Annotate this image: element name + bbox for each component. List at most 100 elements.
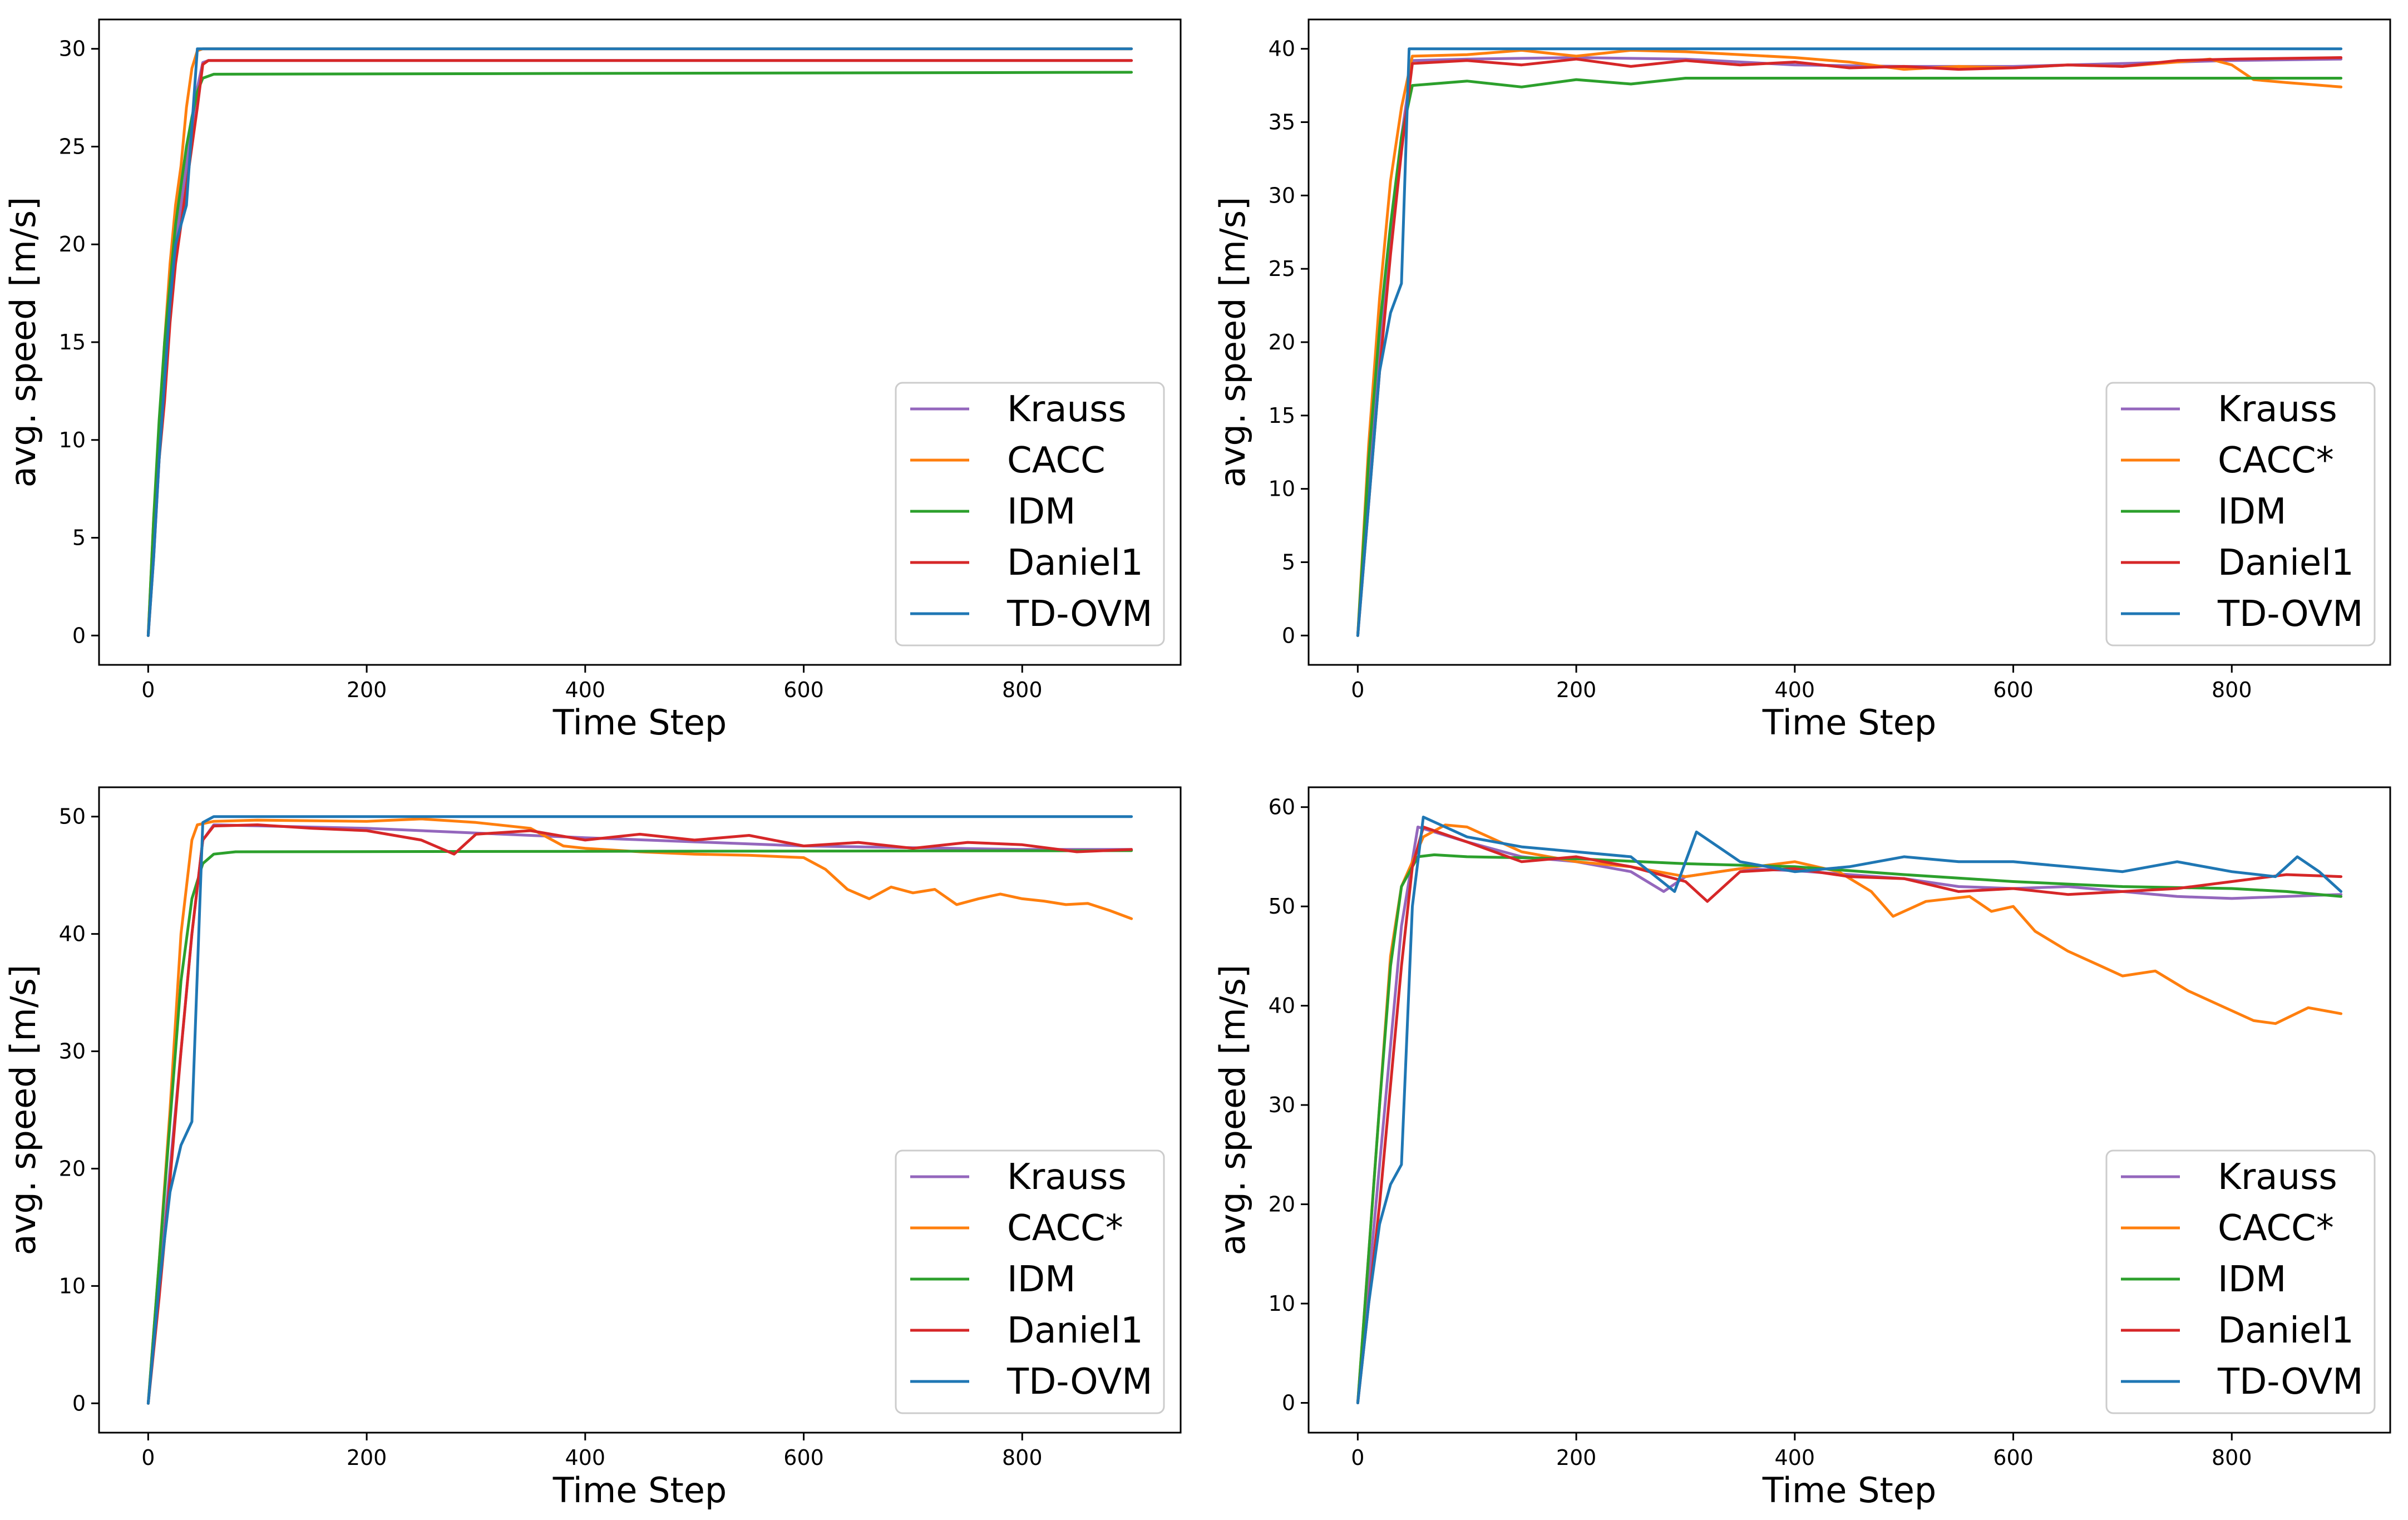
x-tick-label: 200: [347, 1445, 387, 1470]
legend-label: IDM: [1007, 1259, 1075, 1300]
x-axis-label: Time Step: [1762, 702, 1937, 743]
legend-label: Daniel1: [2218, 1310, 2354, 1351]
x-tick-label: 200: [1556, 1445, 1597, 1470]
series-line-idm: [146, 71, 1133, 637]
x-tick-label: 800: [2212, 678, 2252, 702]
legend-label: Krauss: [2218, 1157, 2337, 1198]
y-tick-label: 20: [59, 232, 86, 256]
x-tick-label: 800: [1002, 1445, 1043, 1470]
x-tick-label: 200: [347, 678, 387, 702]
axes-frame: [98, 786, 1182, 1434]
legend-label: TD-OVM: [1006, 1361, 1153, 1403]
y-tick-label: 30: [59, 1039, 86, 1064]
y-tick-label: 0: [72, 623, 86, 648]
legend-box: [895, 382, 1165, 647]
legend: Krauss CACC* IDM Daniel1 TD-OVM: [2105, 382, 2376, 647]
x-tick-label: 0: [141, 1445, 155, 1470]
series-line-td-ovm: [146, 815, 1133, 1405]
series-lines: [1356, 47, 2343, 637]
legend-box: [2105, 382, 2376, 647]
legend-label: IDM: [2218, 491, 2286, 532]
series-lines: [146, 815, 1133, 1405]
y-tick-label: 40: [59, 922, 86, 946]
legend-label: Krauss: [2218, 389, 2337, 430]
x-axis-label: Time Step: [552, 1470, 727, 1511]
y-axis-label: avg. speed [m/s]: [1212, 197, 1253, 487]
y-tick-label: 50: [1269, 894, 1295, 919]
legend-label: TD-OVM: [1006, 594, 1153, 635]
y-tick-label: 15: [59, 330, 86, 354]
y-tick-label: 30: [1269, 183, 1295, 208]
x-tick-label: 0: [1351, 1445, 1364, 1470]
subplot-top-right: 0 200 400 600 800 0 5 10 15 20 25 30 35 40 Time Step av…: [1212, 18, 2391, 743]
legend-label: IDM: [2218, 1259, 2286, 1300]
series-line-td-ovm: [1356, 47, 2343, 637]
y-tick-label: 10: [59, 428, 86, 452]
y-tick-label: 10: [1269, 1291, 1295, 1316]
y-tick-label: 0: [1282, 1390, 1295, 1415]
x-axis-label: Time Step: [552, 702, 727, 743]
axes-frame: [1307, 786, 2391, 1434]
x-tick-label: 600: [783, 1445, 824, 1470]
x-tick-label: 0: [141, 678, 155, 702]
y-tick-label: 40: [1269, 37, 1295, 61]
legend: Krauss CACC* IDM Daniel1 TD-OVM: [895, 1149, 1165, 1414]
y-tick-label: 30: [59, 37, 86, 61]
x-tick-label: 400: [1775, 1445, 1815, 1470]
legend: Krauss CACC IDM Daniel1 TD-OVM: [895, 382, 1165, 647]
legend: Krauss CACC* IDM Daniel1 TD-OVM: [2105, 1149, 2376, 1414]
y-tick-label: 50: [59, 805, 86, 829]
y-tick-label: 10: [1269, 477, 1295, 501]
x-tick-label: 400: [565, 1445, 606, 1470]
legend-label: CACC*: [2218, 1208, 2334, 1249]
y-tick-label: 15: [1269, 403, 1295, 428]
y-tick-label: 20: [59, 1156, 86, 1181]
y-tick-label: 20: [1269, 330, 1295, 354]
y-axis-label: avg. speed [m/s]: [1212, 965, 1253, 1255]
y-tick-label: 10: [59, 1274, 86, 1298]
subplot-top-left: 0 200 400 600 800 0 5 10 15 20 25 30 Time Step avg. s…: [3, 18, 1182, 743]
legend-box: [895, 1149, 1165, 1414]
y-tick-label: 20: [1269, 1192, 1295, 1217]
subplot-bottom-left: 0 200 400 600 800 0 10 20 30 40 50 Time Step avg. sp…: [3, 786, 1182, 1511]
y-tick-label: 25: [1269, 256, 1295, 281]
series-lines: [1356, 816, 2343, 1404]
series-line-daniel1: [1356, 56, 2343, 637]
legend-label: CACC*: [1007, 1208, 1123, 1249]
y-tick-label: 60: [1269, 795, 1295, 820]
x-tick-label: 0: [1351, 678, 1364, 702]
x-tick-label: 600: [1993, 1445, 2034, 1470]
series-line-idm: [1356, 77, 2343, 637]
y-tick-label: 0: [72, 1391, 86, 1415]
legend-label: CACC*: [2218, 440, 2334, 481]
legend-label: Daniel1: [2218, 542, 2354, 584]
legend-label: Daniel1: [1007, 1310, 1143, 1351]
legend-box: [2105, 1149, 2376, 1414]
subplot-bottom-right: 0 200 400 600 800 0 10 20 30 40 50 60 Time Step avg. …: [1212, 786, 2391, 1511]
x-tick-label: 400: [1775, 678, 1815, 702]
y-tick-label: 5: [72, 526, 86, 550]
x-tick-label: 400: [565, 678, 606, 702]
y-tick-label: 25: [59, 134, 86, 159]
series-line-idm: [1356, 853, 2343, 1404]
series-line-daniel1: [146, 823, 1133, 1405]
y-tick-label: 40: [1269, 994, 1295, 1018]
y-tick-label: 0: [1282, 623, 1295, 648]
series-line-idm: [146, 849, 1133, 1405]
series-line-cacc: [1356, 823, 2343, 1404]
x-tick-label: 200: [1556, 678, 1597, 702]
series-line-td-ovm: [1356, 816, 2343, 1404]
x-tick-label: 800: [2212, 1445, 2252, 1470]
legend-label: TD-OVM: [2217, 594, 2363, 635]
x-tick-label: 800: [1002, 678, 1043, 702]
x-axis-label: Time Step: [1762, 1470, 1937, 1511]
legend-label: IDM: [1007, 491, 1075, 532]
x-tick-label: 600: [1993, 678, 2034, 702]
legend-label: Krauss: [1007, 389, 1127, 430]
legend-label: CACC: [1007, 440, 1106, 481]
y-tick-label: 5: [1282, 550, 1295, 574]
y-axis-label: avg. speed [m/s]: [3, 197, 43, 487]
legend-label: Krauss: [1007, 1157, 1127, 1198]
y-tick-label: 35: [1269, 110, 1295, 135]
